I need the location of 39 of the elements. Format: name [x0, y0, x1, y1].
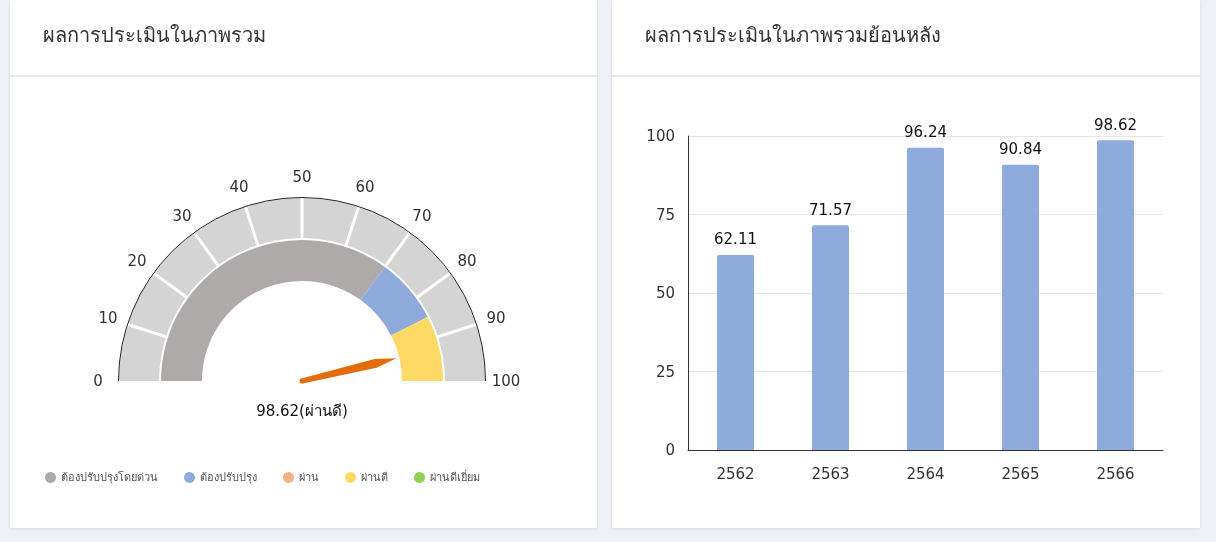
text: 30: [172, 206, 192, 225]
y-tick-label: 75: [655, 205, 675, 224]
text: 90: [486, 308, 506, 327]
text: 100: [491, 372, 521, 390]
x-tick-label: 2565: [1001, 464, 1040, 483]
text: 70: [412, 206, 432, 225]
text: 10: [98, 308, 118, 327]
y-tick-label: 25: [655, 362, 675, 381]
data-label: 98.62: [1094, 115, 1137, 134]
x-tick-label: 2566: [1096, 464, 1135, 483]
legend-label: ต้องปรับปรุง: [200, 471, 257, 484]
bar: [1097, 140, 1134, 450]
y-tick-label: 100: [646, 127, 675, 145]
bar: [717, 254, 754, 450]
text: 50: [292, 168, 312, 186]
text: 20: [127, 252, 147, 271]
chart-title: ผลการประเมินในภาพรวมย้อนหลัง: [644, 22, 942, 49]
data-label: 96.24: [904, 123, 947, 142]
data-label: 62.11: [714, 230, 757, 249]
bar: [1002, 164, 1039, 450]
legend-label: ผ่านดี: [361, 471, 388, 484]
text: 0: [93, 372, 103, 390]
data-label: 71.57: [809, 200, 852, 219]
x-tick-label: 2563: [811, 464, 850, 483]
legend-label: ต้องปรับปรุงโดยด่วน: [61, 470, 158, 484]
chart-title: ผลการประเมินในภาพรวม: [42, 22, 267, 49]
text: 80: [457, 252, 477, 271]
data-label: 90.84: [999, 140, 1042, 159]
y-tick-label: 50: [655, 284, 675, 302]
text: 98.62(ผ่านดี): [256, 402, 348, 420]
text: 40: [229, 177, 249, 196]
text: 60: [355, 177, 375, 196]
legend-label: ผ่านดีเยี่ยม: [430, 469, 480, 484]
legend-label: ผ่าน: [299, 471, 319, 484]
x-tick-label: 2562: [716, 464, 755, 483]
bar: [907, 147, 944, 450]
x-tick-label: 2564: [906, 464, 945, 483]
y-tick-label: 0: [665, 441, 675, 459]
bar: [812, 225, 849, 450]
